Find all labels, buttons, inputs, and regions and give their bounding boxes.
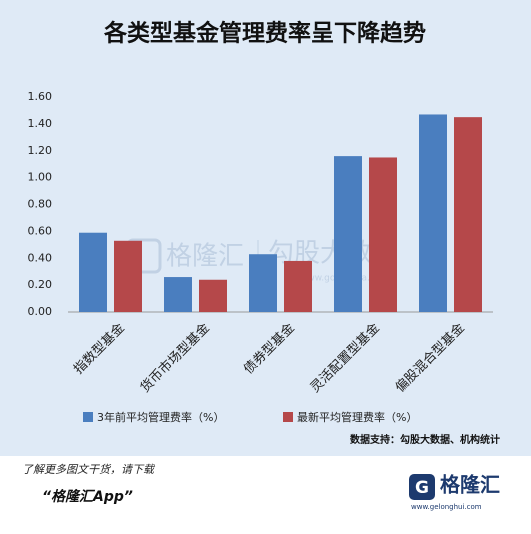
y-tick-label: 0.00	[28, 305, 53, 318]
y-tick-label: 0.40	[28, 251, 53, 264]
bar	[369, 157, 397, 312]
bar	[199, 279, 227, 312]
legend-label: 3年前平均管理费率（%）	[97, 410, 224, 424]
bar	[164, 277, 192, 312]
y-tick-label: 1.60	[28, 90, 53, 103]
bar	[334, 156, 362, 312]
bar	[114, 240, 142, 312]
source: 数据支持：勾股大数据、机构统计	[350, 433, 500, 446]
y-tick-label: 1.20	[28, 144, 53, 157]
logo-url: www.gelonghui.com	[411, 503, 482, 511]
bar	[79, 232, 107, 312]
y-tick-label: 0.80	[28, 198, 53, 211]
legend-swatch	[83, 412, 93, 422]
y-tick-label: 0.20	[28, 278, 53, 291]
y-tick-label: 0.60	[28, 224, 53, 237]
footer-app: “格隆汇App”	[42, 488, 133, 505]
bar	[454, 117, 482, 312]
logo-icon	[409, 474, 435, 500]
legend-swatch	[283, 412, 293, 422]
chart-title: 各类型基金管理费率呈下降趋势	[103, 20, 426, 47]
footer-prompt: 了解更多图文干货，请下载	[22, 463, 156, 476]
logo-text: 格隆汇	[440, 473, 500, 497]
watermark-text: 格隆汇	[166, 242, 244, 272]
y-tick-label: 1.00	[28, 171, 53, 184]
legend-label: 最新平均管理费率（%）	[297, 410, 417, 424]
chart-background	[0, 0, 531, 456]
y-tick-label: 1.40	[28, 117, 53, 130]
bar	[419, 114, 447, 312]
logo-letter: G	[415, 478, 429, 498]
bar	[284, 260, 312, 312]
bar	[249, 254, 277, 312]
